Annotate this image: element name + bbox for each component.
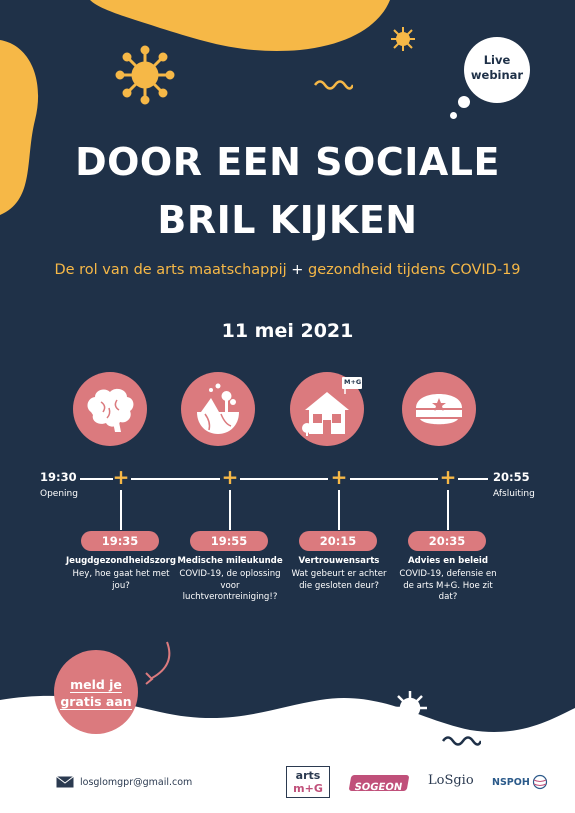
brain-icon xyxy=(87,388,134,432)
live-webinar-badge: Live webinar xyxy=(464,37,530,103)
virus-white-icon xyxy=(393,691,427,725)
timeline-line xyxy=(240,478,328,480)
event-date: 11 mei 2021 xyxy=(221,320,354,342)
timeline-plus-2: + xyxy=(221,465,239,489)
timeline-line xyxy=(80,478,113,480)
page-title-line1: DOOR EEN SOCIALE xyxy=(75,140,500,184)
session-4-circle xyxy=(402,372,476,446)
session-2-circle xyxy=(181,372,255,446)
register-line1[interactable]: meld je xyxy=(70,677,122,693)
session-desc: Wat gebeurt er achter die gesloten deur? xyxy=(291,569,387,591)
subtitle: De rol van de arts maatschappij + gezond… xyxy=(0,262,575,278)
session-title: Advies en beleid xyxy=(407,556,489,566)
start-time: 19:30 xyxy=(40,470,77,484)
end-label: Afsluiting xyxy=(493,489,535,499)
nspoh-globe-icon xyxy=(532,774,547,790)
thought-dot-small xyxy=(450,112,457,119)
house-icon xyxy=(302,377,362,436)
timeline-connector xyxy=(338,490,340,530)
nspoh-logo-text: NSPOH xyxy=(492,776,530,788)
session-desc: COVID-19, defensie en de arts M+G. Hoe z… xyxy=(399,569,497,602)
session-title: Vertrouwensarts xyxy=(298,556,380,566)
house-sign-label: M+G xyxy=(344,378,362,386)
wave-dark-icon xyxy=(441,736,481,746)
register-line2[interactable]: gratis aan xyxy=(60,694,132,710)
live-label: Live xyxy=(483,53,511,67)
session-time-badge: 19:35 xyxy=(81,531,159,551)
sogeon-logo-text: SOGEON xyxy=(353,782,403,793)
timeline-line xyxy=(350,478,438,480)
military-cap-icon xyxy=(416,394,462,425)
session-3-circle: M+G xyxy=(290,372,364,446)
end-time: 20:55 xyxy=(493,470,530,484)
timeline-connector xyxy=(229,490,231,530)
mail-icon xyxy=(56,776,74,788)
sogeon-logo: SOGEON xyxy=(348,775,410,793)
timeline-line xyxy=(458,478,488,480)
subtitle-plus: + xyxy=(291,262,304,278)
session-time-badge: 20:15 xyxy=(299,531,377,551)
virus-icon xyxy=(115,45,175,105)
arts-mg-logo: arts m+G xyxy=(286,766,330,798)
session-title: Jeugdgezondheidszorg xyxy=(65,556,177,566)
timeline-connector xyxy=(447,490,449,530)
session-desc: COVID-19, de oplossing voor luchtverontr… xyxy=(179,569,281,602)
nspoh-logo: NSPOH xyxy=(492,774,548,790)
timeline-plus-3: + xyxy=(330,465,348,489)
virus-small-icon xyxy=(391,27,415,51)
timeline-plus-1: + xyxy=(112,465,130,489)
wave-icon xyxy=(313,80,353,90)
session-time-badge: 20:35 xyxy=(408,531,486,551)
session-1-circle xyxy=(73,372,147,446)
subtitle-part2: gezondheid tijdens COVID-19 xyxy=(308,262,521,278)
start-label: Opening xyxy=(40,489,78,499)
page-title-line2: BRIL KIJKEN xyxy=(157,198,418,242)
timeline-line xyxy=(131,478,220,480)
session-time-badge: 19:55 xyxy=(190,531,268,551)
email-link[interactable]: losglomgpr@gmail.com xyxy=(80,776,193,788)
register-button[interactable]: meld je gratis aan xyxy=(54,650,138,734)
losgio-logo: LoSgio xyxy=(428,773,474,788)
subtitle-part1: De rol van de arts maatschappij xyxy=(54,262,287,278)
session-desc: Hey, hoe gaat het met jou? xyxy=(72,569,170,591)
footer-email[interactable]: losglomgpr@gmail.com xyxy=(56,776,192,788)
earth-icon xyxy=(197,383,239,434)
thought-dot xyxy=(458,96,470,108)
webinar-label: webinar xyxy=(470,68,524,82)
arts-logo-top: arts xyxy=(295,769,321,782)
timeline-connector xyxy=(120,490,122,530)
arts-logo-bottom: m+G xyxy=(293,782,323,795)
timeline-plus-4: + xyxy=(439,465,457,489)
curved-arrow-icon xyxy=(145,641,171,685)
session-title: Medische mileukunde xyxy=(177,556,283,566)
